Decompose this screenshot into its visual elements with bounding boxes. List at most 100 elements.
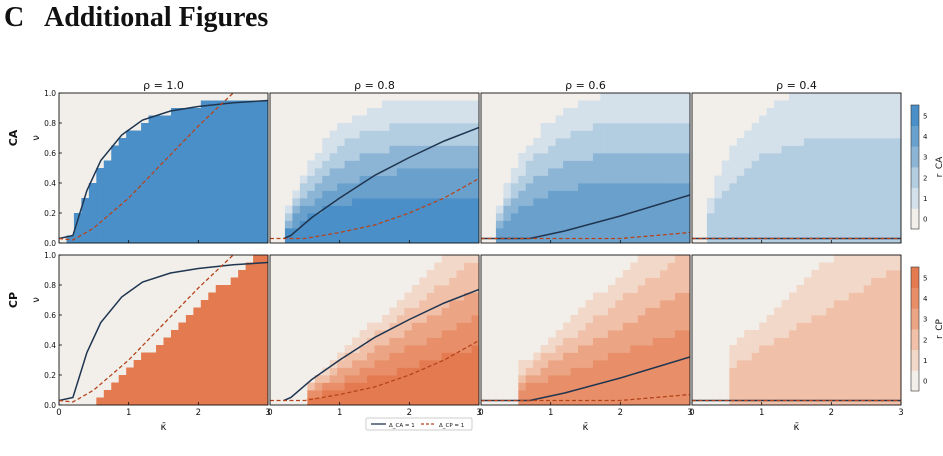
heatmap-cell <box>456 330 465 338</box>
heatmap-cell <box>803 183 812 191</box>
heatmap-cell <box>893 213 902 221</box>
heatmap-cell <box>118 235 127 244</box>
heatmap-cell <box>652 315 661 323</box>
heatmap-cell <box>329 175 338 184</box>
heatmap-cell <box>826 315 835 323</box>
heatmap-cell <box>833 160 842 169</box>
heatmap-cell <box>570 123 579 131</box>
heatmap-cell <box>856 375 865 383</box>
heatmap-cell <box>178 235 187 244</box>
heatmap-cell <box>660 93 668 101</box>
heatmap-cell <box>260 322 269 331</box>
heatmap-cell <box>238 397 246 406</box>
heatmap-cell <box>848 145 857 154</box>
heatmap-cell <box>284 220 293 229</box>
heatmap-cell <box>344 390 353 398</box>
heatmap-cell <box>449 300 457 308</box>
heatmap-cell <box>630 345 639 353</box>
heatmap-cell <box>630 307 639 316</box>
heatmap-cell <box>841 375 850 383</box>
heatmap-cell <box>434 205 443 214</box>
heatmap-cell <box>878 205 887 214</box>
heatmap-cell <box>170 228 179 236</box>
heatmap-cell <box>404 190 413 199</box>
heatmap-cell <box>774 390 782 398</box>
heatmap-cell <box>607 160 616 169</box>
heatmap-cell <box>682 322 691 331</box>
heatmap-cell <box>170 352 179 361</box>
heatmap-cell <box>841 160 850 169</box>
heatmap-cell <box>471 235 480 244</box>
heatmap-cell <box>456 367 465 376</box>
heatmap-cell <box>381 213 390 221</box>
heatmap-cell <box>163 382 172 391</box>
heatmap-cell <box>729 360 738 368</box>
heatmap-cell <box>675 175 683 184</box>
heatmap-cell <box>622 360 631 368</box>
heatmap-cell <box>404 115 413 124</box>
heatmap-cell <box>389 360 398 368</box>
heatmap-cell <box>652 198 661 206</box>
heatmap-cell <box>555 235 564 244</box>
heatmap-cell <box>766 145 775 154</box>
colorbar-swatch <box>911 267 919 289</box>
heatmap-cell <box>886 235 894 244</box>
heatmap-cell <box>456 205 465 214</box>
heatmap-cell <box>856 315 865 323</box>
heatmap-cell <box>796 123 805 131</box>
heatmap-cell <box>600 307 609 316</box>
heatmap-cell <box>464 330 472 338</box>
heatmap-cell <box>893 160 902 169</box>
heatmap-cell <box>419 345 428 353</box>
heatmap-cell <box>893 345 902 353</box>
y-tick-label: 0.0 <box>44 239 56 248</box>
heatmap-cell <box>471 190 480 199</box>
heatmap-cell <box>637 168 646 176</box>
heatmap-cell <box>156 175 164 184</box>
heatmap-cell <box>622 168 631 176</box>
heatmap-cell <box>396 352 405 361</box>
heatmap-cell <box>600 123 609 131</box>
heatmap-cell <box>893 315 902 323</box>
heatmap-cell <box>818 115 827 124</box>
heatmap-cell <box>260 213 269 221</box>
heatmap-cell <box>675 228 683 236</box>
heatmap-cell <box>637 153 646 161</box>
heatmap-cell <box>367 175 375 184</box>
heatmap-cell <box>878 123 887 131</box>
heatmap-cell <box>245 292 254 301</box>
heatmap-cell <box>81 235 90 244</box>
heatmap-cell <box>781 108 790 116</box>
heatmap-cell <box>456 390 465 398</box>
heatmap-cell <box>426 190 435 199</box>
heatmap-cell <box>329 153 338 161</box>
heatmap-cell <box>126 190 135 199</box>
heatmap-cell <box>170 220 179 229</box>
heatmap-cell <box>441 300 450 308</box>
heatmap-cell <box>245 160 254 169</box>
heatmap-cell <box>803 352 812 361</box>
heatmap-cell <box>789 190 797 199</box>
heatmap-cell <box>419 123 428 131</box>
heatmap-cell <box>637 255 646 263</box>
heatmap-cell <box>652 183 661 191</box>
heatmap-cell <box>456 213 465 221</box>
heatmap-cell <box>774 123 782 131</box>
heatmap-cell <box>675 153 683 161</box>
heatmap-cell <box>706 220 715 229</box>
heatmap-cell <box>200 100 209 109</box>
heatmap-cell <box>193 213 202 221</box>
heatmap-cell <box>886 300 894 308</box>
heatmap-cell <box>156 183 164 191</box>
heatmap-cell <box>540 345 549 353</box>
heatmap-cell <box>729 168 738 176</box>
heatmap-cell <box>803 285 812 293</box>
heatmap-cell <box>667 367 676 376</box>
heatmap-cell <box>548 337 557 346</box>
heatmap-cell <box>148 375 157 383</box>
heatmap-cell <box>88 183 97 191</box>
heatmap-cell <box>652 115 661 124</box>
heatmap-cell <box>600 352 609 361</box>
heatmap-cell <box>411 337 420 346</box>
